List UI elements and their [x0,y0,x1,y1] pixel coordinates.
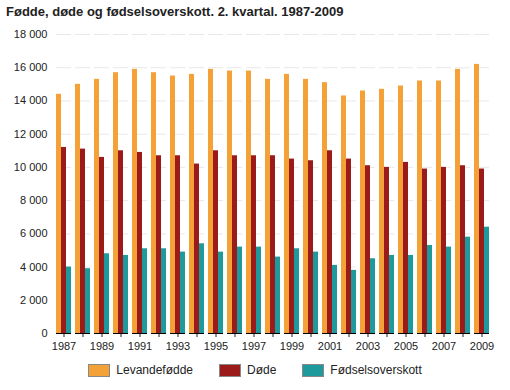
svg-text:2 000: 2 000 [20,294,48,306]
svg-text:1987: 1987 [52,340,76,352]
svg-text:0: 0 [41,327,47,339]
svg-text:2001: 2001 [318,340,342,352]
svg-text:18 000: 18 000 [14,28,48,40]
html-text:Levandefødde: Levandefødde [116,363,193,377]
svg-text:1991: 1991 [128,340,152,352]
svg-text:2005: 2005 [394,340,418,352]
html-text:Fødselsoverskott: Fødselsoverskott [330,363,422,377]
svg-text:1999: 1999 [280,340,304,352]
html-text:Fødde, døde og fødselsoverskot: Fødde, døde og fødselsoverskott. 2. kvar… [6,4,344,19]
svg-text:2007: 2007 [432,340,456,352]
svg-text:12 000: 12 000 [14,128,48,140]
svg-text:2009: 2009 [470,340,494,352]
svg-text:1993: 1993 [166,340,190,352]
svg-text:10 000: 10 000 [14,161,48,173]
svg-text:1989: 1989 [90,340,114,352]
svg-text:1997: 1997 [242,340,266,352]
svg-text:4 000: 4 000 [20,261,48,273]
svg-text:14 000: 14 000 [14,94,48,106]
html-text:Døde: Døde [247,363,277,377]
svg-text:16 000: 16 000 [14,61,48,73]
svg-text:1995: 1995 [204,340,228,352]
svg-text:8 000: 8 000 [20,194,48,206]
svg-text:2003: 2003 [356,340,380,352]
svg-text:6 000: 6 000 [20,227,48,239]
